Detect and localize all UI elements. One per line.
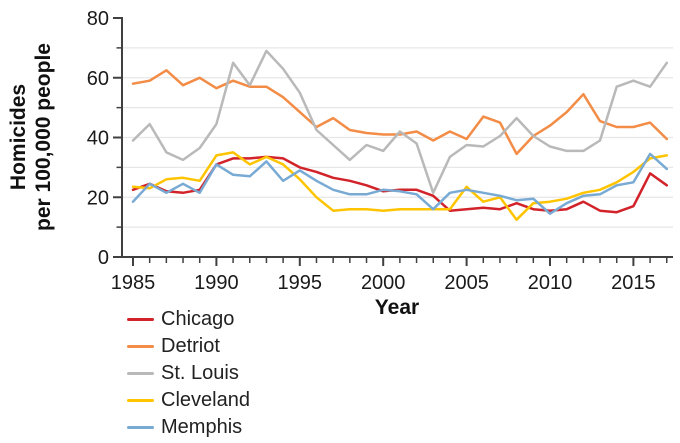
legend-label-cleveland: Cleveland (161, 389, 250, 411)
series-line-memphis (131, 152, 669, 215)
x-tick-label-1990: 1990 (194, 272, 239, 294)
legend-swatch-memphis (127, 426, 154, 429)
y-axis-title-line1: Homicides (7, 84, 30, 190)
x-tick-label-2010: 2010 (528, 272, 573, 294)
legend-item-chicago: Chicago (127, 306, 250, 333)
series-line-st-louis (131, 49, 669, 195)
chart-canvas: 0 20 40 60 80 1985 1990 1995 2000 2005 2010 2015 Yea… (7, 8, 673, 319)
legend-item-detriot: Detriot (127, 333, 250, 360)
legend-label-chicago: Chicago (161, 308, 235, 330)
x-tick-label-2015: 2015 (611, 272, 656, 294)
y-tick-label-80: 80 (87, 8, 109, 30)
x-tick-label-1995: 1995 (278, 272, 323, 294)
x-axis-title: Year (375, 296, 419, 319)
y-axis-title: Homicidesper 100,000 people (7, 43, 55, 231)
legend-label-memphis: Memphis (161, 416, 243, 438)
legend-swatch-detriot (127, 345, 154, 348)
legend-item-memphis: Memphis (127, 414, 250, 441)
legend-item-cleveland: Cleveland (127, 387, 250, 414)
y-tick-label-60: 60 (87, 68, 109, 90)
y-tick-label-0: 0 (98, 247, 109, 269)
series-line-detriot (131, 69, 669, 156)
x-tick-label-2005: 2005 (444, 272, 489, 294)
legend-label-st-louis: St. Louis (161, 362, 239, 384)
x-tick-label-2000: 2000 (361, 272, 406, 294)
legend-swatch-chicago (127, 318, 154, 321)
legend-swatch-st-louis (127, 372, 154, 375)
series-line-cleveland (131, 151, 669, 221)
y-axis-title-line2: per 100,000 people (32, 43, 55, 231)
legend-item-st-louis: St. Louis (127, 360, 250, 387)
series-line-chicago (131, 155, 669, 214)
legend: Chicago Detriot St. Louis Cleveland Memphis (127, 306, 250, 441)
legend-swatch-cleveland (127, 399, 154, 402)
x-tick-label-1985: 1985 (111, 272, 156, 294)
legend-label-detriot: Detriot (161, 335, 220, 357)
y-tick-label-40: 40 (87, 128, 109, 150)
y-tick-label-20: 20 (87, 187, 109, 209)
